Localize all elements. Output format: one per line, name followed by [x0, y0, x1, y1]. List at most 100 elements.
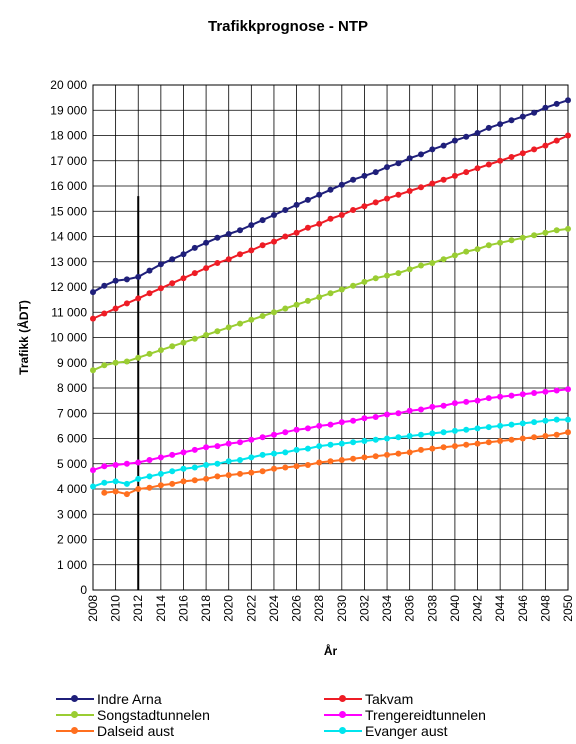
data-point: [157, 454, 164, 461]
data-point: [406, 155, 413, 162]
series-line: [92, 418, 568, 488]
x-tick-label: 2038: [425, 595, 439, 622]
data-point: [542, 229, 549, 236]
data-point: [440, 429, 447, 436]
data-point: [350, 439, 357, 446]
data-point: [316, 422, 323, 429]
data-point: [214, 260, 221, 266]
data-point: [485, 439, 492, 446]
y-tick-label: 20 000: [50, 78, 87, 92]
data-point: [135, 486, 142, 492]
data-point: [293, 229, 300, 236]
data-point: [237, 439, 243, 446]
data-point: [350, 282, 357, 289]
data-point: [293, 446, 300, 453]
data-point: [519, 150, 526, 157]
data-point: [157, 347, 164, 354]
data-point: [225, 256, 232, 263]
data-point: [101, 282, 108, 289]
data-point: [384, 195, 390, 202]
data-point: [372, 275, 379, 282]
data-point: [542, 104, 549, 111]
data-point: [225, 440, 232, 447]
gridlines: [92, 84, 569, 591]
data-point: [169, 480, 176, 487]
data-point: [157, 285, 164, 292]
data-point: [112, 478, 119, 485]
data-point: [259, 313, 266, 319]
data-point: [203, 462, 210, 468]
data-point: [101, 479, 108, 486]
data-point: [485, 395, 492, 402]
data-point: [440, 142, 447, 149]
data-point: [316, 220, 323, 227]
data-point: [191, 446, 198, 453]
data-point: [361, 415, 368, 422]
x-tick-label: 2020: [222, 595, 236, 622]
y-tick-label: 16 000: [50, 179, 87, 193]
data-point: [406, 188, 413, 194]
data-point: [553, 387, 560, 394]
x-tick-label: 2010: [109, 595, 123, 622]
data-point: [180, 478, 187, 485]
data-point: [406, 407, 413, 414]
x-tick-label: 2030: [335, 595, 349, 622]
x-tick-label: 2028: [312, 595, 326, 622]
y-tick-label: 4 000: [57, 482, 87, 496]
data-point: [372, 414, 379, 420]
data-point: [327, 215, 334, 222]
data-point: [553, 137, 560, 144]
data-point: [395, 410, 402, 417]
y-tick-label: 10 000: [50, 331, 87, 345]
data-point: [112, 277, 119, 284]
x-tick-label: 2018: [199, 595, 213, 622]
data-point: [214, 460, 221, 467]
data-point: [395, 434, 402, 441]
series-line: [92, 99, 569, 293]
data-point: [565, 416, 571, 423]
data-point: [418, 184, 424, 191]
data-point: [214, 473, 221, 480]
data-point: [282, 305, 289, 312]
data-point: [304, 196, 311, 203]
data-point: [90, 315, 96, 322]
data-point: [451, 427, 458, 434]
data-point: [271, 238, 277, 245]
data-point: [338, 457, 345, 463]
data-point: [485, 242, 492, 249]
data-point: [225, 231, 232, 237]
y-tick-label: 11 000: [51, 305, 87, 319]
x-tick-label: 2012: [131, 595, 145, 622]
data-point: [293, 301, 300, 308]
data-point: [361, 454, 368, 461]
data-point: [553, 416, 560, 423]
data-point: [90, 289, 96, 296]
data-point: [259, 217, 266, 224]
data-point: [474, 425, 481, 432]
x-tick-label: 2042: [471, 595, 485, 622]
y-tick-label: 0: [80, 583, 87, 597]
data-point: [157, 261, 164, 268]
data-point: [451, 400, 458, 407]
data-point: [485, 424, 492, 431]
data-point: [542, 433, 549, 439]
data-point: [146, 484, 153, 491]
data-point: [123, 358, 130, 365]
data-point: [463, 248, 470, 255]
data-point: [531, 109, 538, 116]
data-point: [384, 411, 390, 418]
data-point: [429, 146, 436, 153]
data-point: [248, 469, 255, 476]
y-tick-label: 1 000: [57, 558, 87, 572]
data-point: [508, 237, 515, 244]
data-point: [519, 113, 526, 120]
data-point: [123, 300, 130, 307]
data-point: [259, 434, 266, 441]
data-point: [395, 450, 402, 457]
y-tick-label: 5 000: [57, 457, 87, 471]
data-point: [203, 444, 210, 451]
data-point: [429, 445, 436, 452]
data-point: [135, 354, 142, 361]
x-tick-label: 2040: [448, 595, 462, 622]
data-point: [135, 295, 142, 302]
